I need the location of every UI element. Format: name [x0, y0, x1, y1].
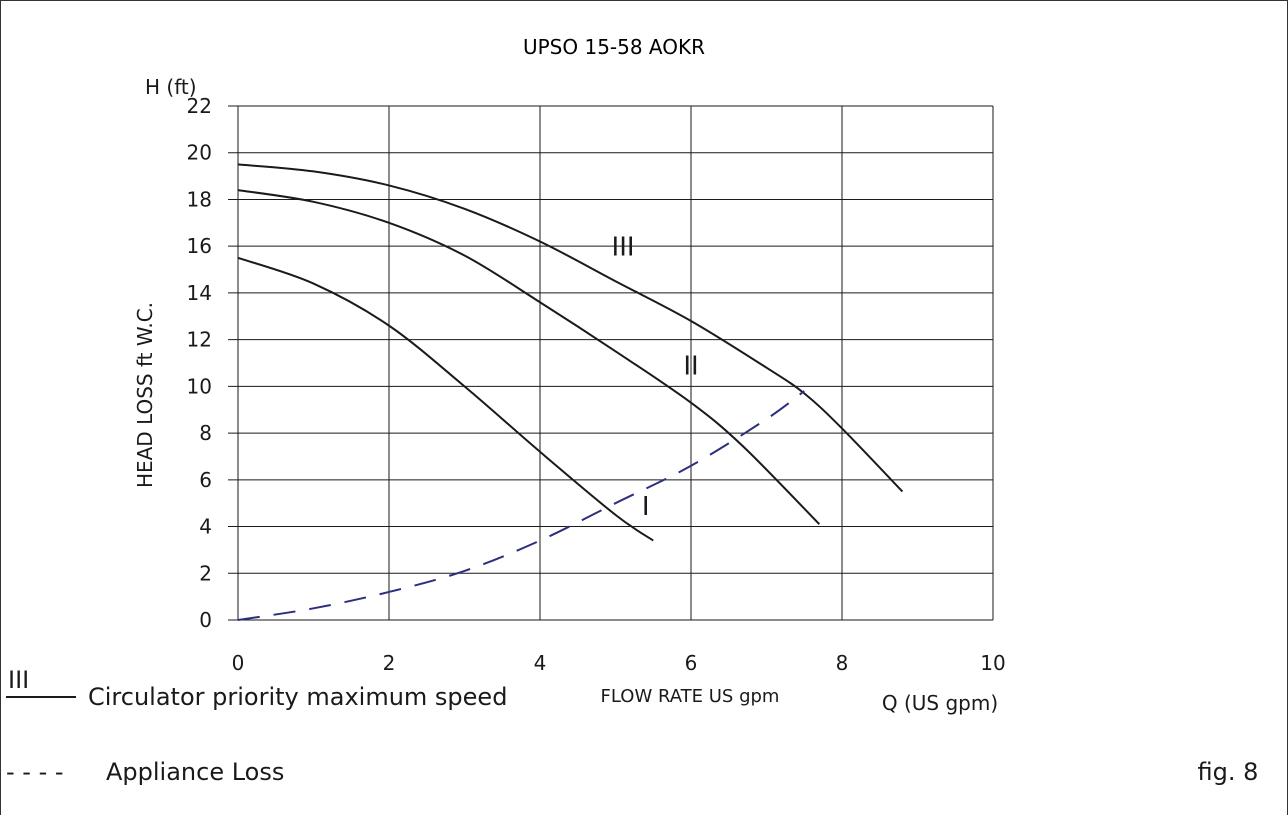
- x-tick-label-10: 10: [980, 651, 1005, 675]
- y-tick-label-6: 6: [199, 468, 212, 492]
- y-tick-label-18: 18: [187, 187, 212, 211]
- chart-title: UPSO 15-58 AOKR: [523, 35, 705, 59]
- y-tick-label-20: 20: [187, 141, 212, 165]
- y-tick-label-14: 14: [187, 281, 212, 305]
- figure-label: fig. 8: [1198, 758, 1259, 786]
- y-tick-label-2: 2: [199, 561, 212, 585]
- y-tick-label-12: 12: [187, 328, 212, 352]
- x-tick-label-2: 2: [383, 651, 396, 675]
- x-tick-labels: 0 2 4 6 8 10: [232, 651, 1006, 675]
- series-line-iii: [238, 164, 902, 491]
- legend-dashed-label: Appliance Loss: [106, 758, 284, 786]
- x-unit-label: Q (US gpm): [882, 691, 998, 715]
- y-tick-label-16: 16: [187, 234, 212, 258]
- y-tick-label-22: 22: [187, 94, 212, 118]
- series-label-ii: II: [683, 352, 698, 382]
- grid: [228, 106, 993, 620]
- x-tick-label-6: 6: [685, 651, 698, 675]
- series-label-iii: III: [612, 233, 635, 263]
- y-tick-label-8: 8: [199, 421, 212, 445]
- y-tick-label-0: 0: [199, 608, 212, 632]
- y-tick-labels: 0 2 4 6 8 10 12 14 16 18 20 22: [187, 94, 212, 632]
- y-tick-label-10: 10: [187, 374, 212, 398]
- y-axis-label: HEAD LOSS ft W.C.: [133, 302, 157, 488]
- series-line-ii: [238, 190, 819, 524]
- y-tick-label-4: 4: [199, 515, 212, 539]
- series-label-i: I: [642, 492, 650, 522]
- x-tick-label-8: 8: [836, 651, 849, 675]
- x-tick-label-0: 0: [232, 651, 245, 675]
- x-tick-label-4: 4: [534, 651, 547, 675]
- legend-dashed-marker: - - - -: [6, 758, 64, 786]
- legend-solid-label: Circulator priority maximum speed: [88, 683, 507, 711]
- legend-solid-marker: III: [8, 666, 29, 694]
- series-line-i: [238, 258, 653, 541]
- x-axis-label: FLOW RATE US gpm: [601, 686, 780, 707]
- series-lines: [238, 164, 902, 620]
